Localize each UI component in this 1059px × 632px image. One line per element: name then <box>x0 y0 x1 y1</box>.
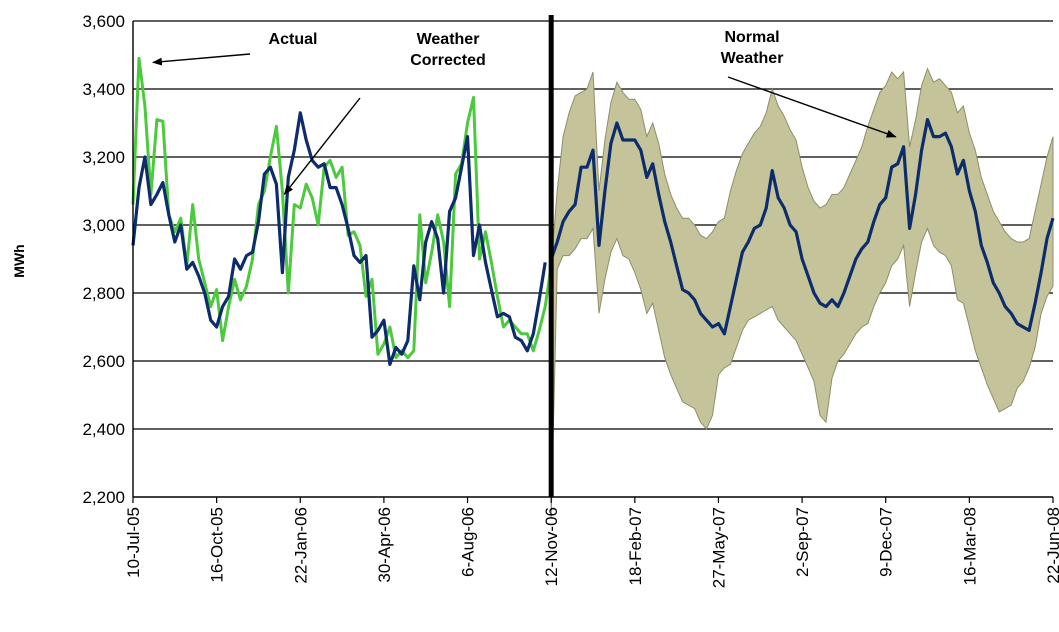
y-tick-label: 2,200 <box>82 488 125 507</box>
axis-layer: 2,200 2,400 2,600 2,800 3,000 3,200 3,400 3,600… <box>82 12 1059 588</box>
annotation-arrow <box>283 97 361 195</box>
series-layer <box>131 15 1055 497</box>
x-tick-label: 18-Feb-07 <box>626 507 645 585</box>
x-tick-label: 22-Jun-08 <box>1044 507 1059 584</box>
annotation-label: Actual <box>269 31 318 48</box>
x-tick-label: 27-May-07 <box>709 507 728 588</box>
series-normal-weather-line <box>549 117 1055 336</box>
y-axis-label: MWh <box>11 244 27 277</box>
x-tick-label: 6-Aug-06 <box>459 507 478 577</box>
annotation-layer: Actual Weather Corrected Normal Weather <box>151 29 897 195</box>
x-tick-label: 10-Jul-05 <box>124 507 143 578</box>
normal-weather-band <box>550 67 1054 518</box>
series-actual-line <box>131 56 553 360</box>
series-weather-corrected-line <box>131 111 547 366</box>
x-tick-label: 2-Sep-07 <box>793 507 812 577</box>
y-tick-label: 2,600 <box>82 352 125 371</box>
annotation-arrow <box>727 76 897 138</box>
x-tick-label: 16-Oct-05 <box>208 507 227 583</box>
annotation-label: Corrected <box>410 52 486 69</box>
y-tick-label: 3,200 <box>82 148 125 167</box>
y-tick-label: 3,000 <box>82 216 125 235</box>
y-tick-label: 2,400 <box>82 420 125 439</box>
x-tick-label: 9-Dec-07 <box>877 507 896 577</box>
x-tick-label: 22-Jan-06 <box>291 507 310 584</box>
annotation-label: Weather <box>721 50 784 67</box>
annotation-label: Weather <box>417 31 480 48</box>
y-tick-label: 3,600 <box>82 12 125 31</box>
annotation-arrow <box>151 53 251 66</box>
y-tick-label: 3,400 <box>82 80 125 99</box>
normal-weather-band-layer <box>550 67 1054 518</box>
x-tick-label: 12-Nov-06 <box>542 507 561 586</box>
x-tick-label: 30-Apr-06 <box>375 507 394 583</box>
x-tick-label: 16-Mar-08 <box>960 507 979 585</box>
annotation-label: Normal <box>724 29 779 46</box>
y-tick-label: 2,800 <box>82 284 125 303</box>
